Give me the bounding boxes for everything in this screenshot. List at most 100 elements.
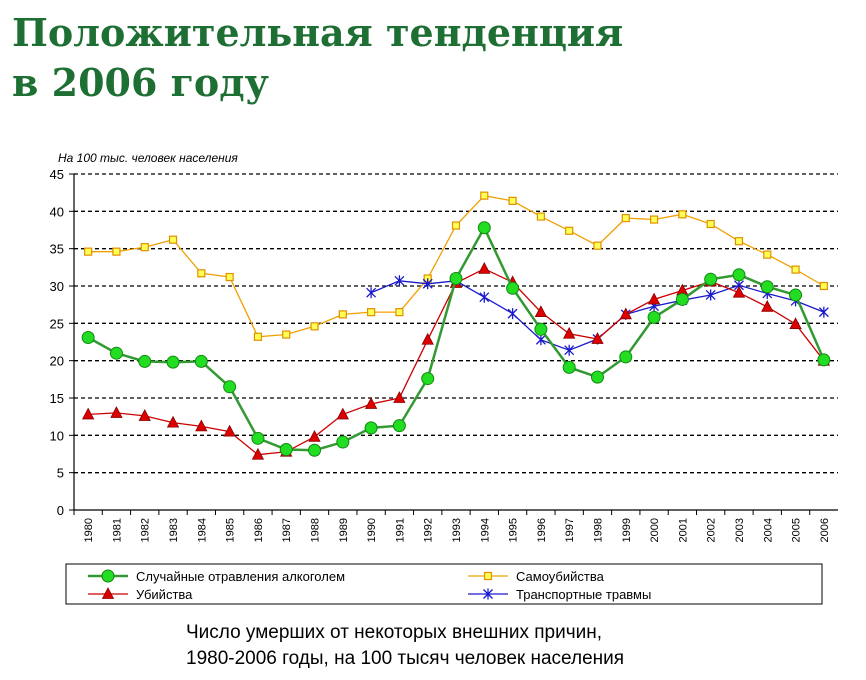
data-point bbox=[819, 281, 828, 291]
data-point bbox=[818, 306, 829, 318]
title-line-2: в 2006 году bbox=[12, 60, 269, 105]
data-point bbox=[649, 215, 659, 224]
data-point bbox=[704, 272, 718, 286]
caption-line-2: 1980-2006 годы, на 100 тысяч человек нас… bbox=[186, 648, 625, 669]
data-point bbox=[310, 322, 319, 331]
caption-line-1: Число умерших от некоторых внешних причи… bbox=[186, 622, 602, 643]
data-point bbox=[675, 292, 689, 306]
x-tick-label: 1992 bbox=[423, 518, 435, 542]
data-point bbox=[393, 391, 406, 403]
x-tick-label: 1991 bbox=[394, 518, 406, 542]
data-point bbox=[706, 219, 715, 229]
x-tick-label: 1998 bbox=[592, 518, 604, 542]
series-2 bbox=[84, 191, 828, 341]
data-point bbox=[364, 421, 378, 435]
data-point bbox=[619, 307, 632, 320]
data-point bbox=[223, 380, 237, 394]
legend-swatch-marker bbox=[483, 571, 493, 581]
data-point bbox=[732, 268, 746, 282]
y-tick-label: 35 bbox=[50, 242, 64, 257]
data-point bbox=[536, 212, 545, 221]
y-tick-label: 40 bbox=[50, 204, 64, 219]
data-point bbox=[562, 360, 576, 374]
legend-swatch-marker bbox=[483, 588, 493, 600]
x-tick-label: 1995 bbox=[508, 518, 520, 542]
data-point bbox=[166, 415, 180, 428]
data-point bbox=[678, 210, 687, 219]
x-tick-label: 1988 bbox=[310, 518, 322, 542]
data-point bbox=[760, 280, 774, 294]
data-point bbox=[451, 221, 461, 230]
data-point bbox=[791, 265, 800, 274]
series-line bbox=[87, 225, 826, 452]
data-point bbox=[195, 419, 208, 432]
page-title: Положительная тенденция в 2006 году bbox=[12, 8, 623, 108]
series-group bbox=[81, 191, 831, 460]
data-point bbox=[225, 272, 234, 282]
series-line bbox=[88, 194, 825, 338]
axes bbox=[69, 173, 838, 515]
y-tick-label: 15 bbox=[50, 391, 64, 406]
data-point bbox=[336, 435, 350, 449]
data-point bbox=[535, 334, 546, 346]
x-tick-label: 1982 bbox=[140, 518, 152, 542]
data-point bbox=[619, 350, 633, 364]
data-point bbox=[138, 354, 152, 368]
data-point bbox=[140, 243, 149, 252]
legend-label: Транспортные травмы bbox=[516, 587, 651, 602]
legend-swatch-marker bbox=[101, 587, 115, 599]
y-tick-label: 25 bbox=[50, 316, 64, 331]
data-point bbox=[647, 310, 661, 324]
data-point bbox=[392, 419, 406, 433]
data-point bbox=[138, 409, 151, 421]
data-point bbox=[647, 292, 661, 305]
x-tick-label: 1981 bbox=[111, 518, 123, 542]
data-point bbox=[761, 300, 774, 312]
grid-lines bbox=[74, 173, 838, 474]
chart-caption: Число умерших от некоторых внешних причи… bbox=[186, 620, 786, 672]
data-point bbox=[534, 305, 548, 318]
data-point bbox=[817, 353, 831, 367]
title-line-1: Положительная тенденция bbox=[12, 10, 624, 55]
x-tick-label: 1985 bbox=[225, 518, 237, 542]
data-point bbox=[506, 281, 520, 295]
data-point bbox=[253, 332, 263, 341]
x-tick-label: 1987 bbox=[281, 518, 293, 542]
data-point bbox=[81, 407, 95, 420]
x-tick-label: 1999 bbox=[621, 518, 633, 542]
legend-box bbox=[65, 563, 823, 605]
legend-item: Случайные отравления алкоголем bbox=[88, 569, 345, 584]
data-point bbox=[732, 285, 746, 298]
data-point bbox=[394, 275, 405, 287]
data-point bbox=[422, 278, 433, 290]
legend-label: Убийства bbox=[136, 587, 193, 602]
x-tick-label: 2000 bbox=[649, 518, 661, 542]
line-chart: На 100 тыс. человек населения 0 5 10 15 20 25… bbox=[50, 151, 838, 605]
data-point bbox=[480, 191, 489, 200]
data-point bbox=[366, 287, 377, 299]
x-tick-label: 1989 bbox=[338, 518, 350, 542]
x-tick-label: 1990 bbox=[366, 518, 378, 542]
x-tick-label: 1994 bbox=[479, 518, 491, 542]
legend-label: Случайные отравления алкоголем bbox=[136, 569, 345, 584]
x-tick-label: 2006 bbox=[819, 518, 831, 542]
data-point bbox=[763, 250, 772, 259]
data-point bbox=[279, 443, 293, 457]
data-point bbox=[590, 370, 604, 384]
data-point bbox=[197, 269, 206, 278]
data-point bbox=[421, 332, 434, 345]
data-point bbox=[84, 247, 93, 256]
data-point bbox=[338, 310, 347, 319]
data-point bbox=[479, 291, 490, 303]
data-point bbox=[336, 407, 349, 420]
legend: Случайные отравления алкоголем Самоубийст… bbox=[65, 563, 823, 605]
x-tick-label: 1980 bbox=[83, 518, 95, 542]
data-point bbox=[593, 241, 602, 250]
legend-item: Убийства bbox=[88, 587, 193, 602]
data-point bbox=[477, 221, 491, 235]
data-point bbox=[308, 443, 322, 457]
x-tick-label: 2005 bbox=[791, 518, 803, 542]
data-point bbox=[194, 354, 208, 368]
x-tick-label: 1996 bbox=[536, 518, 548, 542]
data-point bbox=[251, 447, 265, 460]
